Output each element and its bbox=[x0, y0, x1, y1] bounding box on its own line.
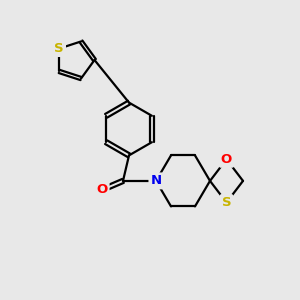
Text: S: S bbox=[54, 42, 64, 55]
Text: O: O bbox=[96, 183, 108, 196]
Text: O: O bbox=[221, 153, 232, 166]
Text: N: N bbox=[150, 174, 162, 188]
Text: S: S bbox=[222, 196, 231, 209]
